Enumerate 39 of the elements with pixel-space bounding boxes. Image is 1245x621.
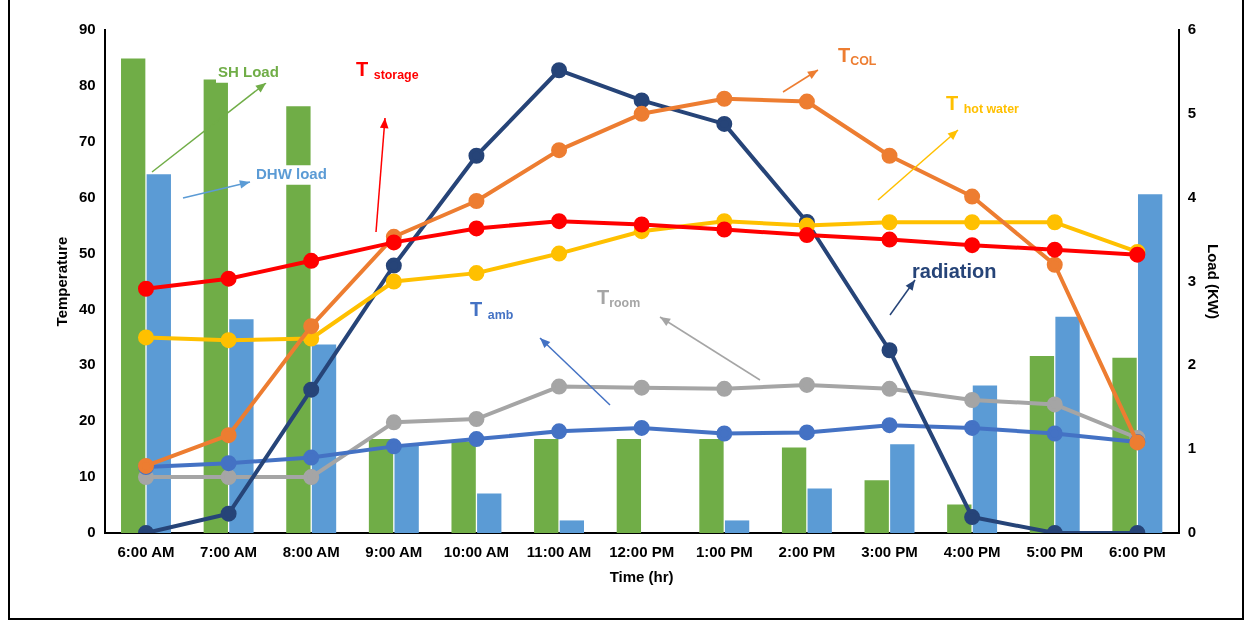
x-tick-label: 3:00 PM (861, 543, 918, 561)
y2-tick-label: 5 (1187, 103, 1196, 121)
x-tick-label: 12:00 PM (609, 543, 675, 561)
x-tick-label: 6:00 AM (117, 543, 175, 561)
text: DHW load (256, 165, 327, 183)
y-tick-label: 70 (79, 131, 96, 149)
y2-axis-title: Load (KW) (1204, 244, 1222, 319)
y-tick-label: 10 (79, 467, 96, 485)
y-tick-label: 90 (79, 20, 96, 38)
x-tick-label: 8:00 AM (282, 543, 340, 561)
text: T amb (470, 297, 514, 323)
x-tick-label: 6:00 PM (1109, 543, 1166, 561)
y-tick-label: 30 (79, 355, 96, 373)
text: T hot water (946, 91, 1020, 117)
text: T storage (356, 57, 419, 83)
x-axis-title: Time (hr) (609, 568, 674, 586)
x-tick-label: 2:00 PM (778, 543, 836, 561)
x-tick-label: 5:00 PM (1026, 543, 1084, 561)
y-tick-label: 0 (87, 523, 96, 541)
y2-tick-label: 1 (1187, 439, 1196, 457)
x-tick-label: 7:00 AM (200, 543, 258, 561)
y-tick-label: 40 (79, 299, 96, 317)
y2-tick-label: 3 (1187, 271, 1196, 289)
series-label: SH Load (218, 63, 279, 81)
y2-tick-label: 6 (1187, 20, 1196, 38)
y-axis-title: Temperature (53, 236, 71, 327)
x-tick-label: 11:00 AM (526, 543, 592, 561)
y-tick-label: 80 (79, 76, 96, 94)
y2-tick-label: 2 (1187, 355, 1196, 373)
y-tick-label: 50 (79, 243, 96, 261)
x-tick-label: 9:00 AM (365, 543, 423, 561)
text: radiation (912, 259, 997, 282)
y-tick-label: 60 (79, 187, 96, 205)
x-tick-label: 1:00 PM (695, 543, 753, 561)
y-tick-label: 20 (79, 411, 96, 429)
y2-tick-label: 4 (1187, 187, 1197, 205)
x-tick-label: 4:00 PM (943, 543, 1001, 561)
x-tick-label: 10:00 AM (443, 543, 510, 561)
y2-tick-label: 0 (1187, 523, 1196, 541)
